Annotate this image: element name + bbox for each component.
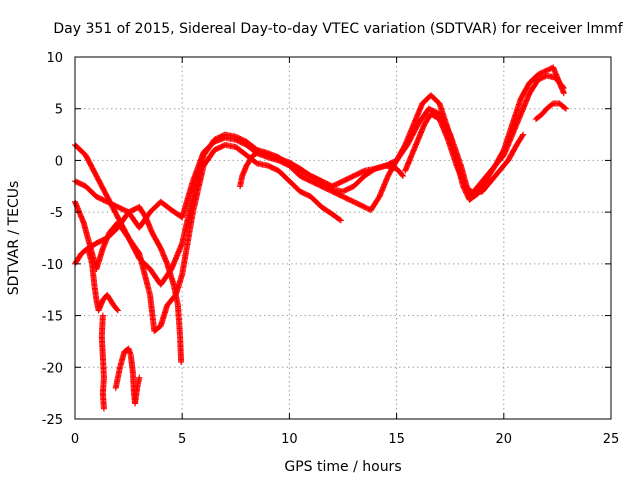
y-tick-label: 5 [55,103,63,118]
series-trace-7 [72,203,185,366]
series-trace-4 [84,245,121,314]
y-tick-label: -10 [42,258,63,273]
x-tick-label: 25 [603,432,620,447]
data-point [364,205,371,212]
data-point [178,359,185,366]
x-tick-labels: 0 5 10 15 20 25 [71,432,619,447]
y-tick-label: -25 [42,413,63,428]
data-point [562,105,569,112]
data-point [336,216,343,223]
x-tick-label: 5 [178,432,186,447]
x-tick-label: 10 [281,432,298,447]
data-point [399,171,406,178]
x-axis-label: GPS time / hours [284,459,401,475]
y-tick-label: 10 [46,51,63,66]
y-tick-label: 0 [55,154,63,169]
data-point [544,66,551,73]
data-point [560,85,567,92]
data-point [520,131,527,138]
data-point [361,203,368,210]
data-point [249,152,256,159]
series-trace-10 [532,100,569,123]
chart-title: Day 351 of 2015, Sidereal Day-to-day VTE… [53,21,623,37]
data-point [253,150,260,157]
data-point [100,405,107,412]
series-trace-3 [72,141,344,335]
series-trace-8 [237,149,407,195]
data-point [559,83,566,90]
data-point [561,104,568,111]
data-marks [72,64,569,412]
data-point [362,204,369,211]
data-point [251,151,258,158]
y-axis-label: SDTVAR / TECUs [6,181,22,296]
y-tick-label: -15 [42,310,63,325]
data-point [519,132,526,139]
data-point [543,67,550,74]
x-tick-label: 20 [496,432,513,447]
y-tick-label: -20 [42,361,63,376]
data-point [560,90,567,97]
series-trace-6 [112,345,143,407]
y-tick-labels: -25 -20 -15 -10 -5 0 5 10 [42,51,63,428]
data-point [252,151,259,158]
series-trace-9 [402,110,527,197]
series-trace-5 [98,312,107,412]
y-tick-label: -5 [50,206,63,221]
x-tick-label: 15 [388,432,405,447]
plot-frame [74,56,612,420]
data-point [400,172,407,179]
data-point [136,374,143,381]
data-point [114,307,121,314]
data-point [114,306,121,313]
x-tick-label: 0 [71,432,79,447]
data-point [337,217,344,224]
axis-ticks [74,56,612,420]
